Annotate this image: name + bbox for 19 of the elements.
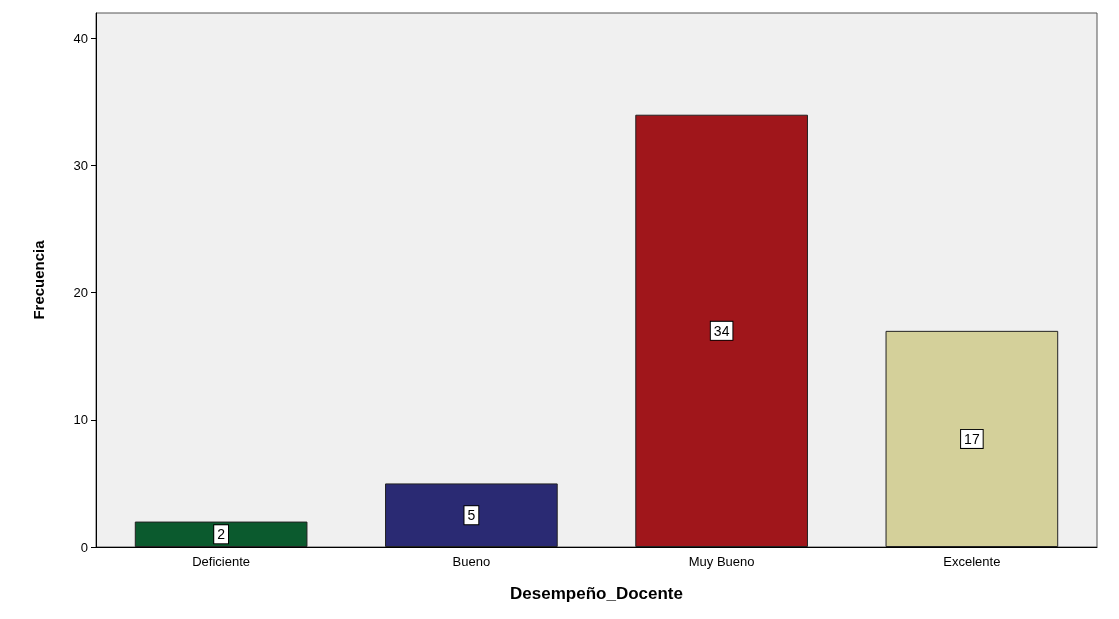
x-tick-label: Excelente [943,554,1001,569]
x-tick-label: Deficiente [192,554,251,569]
y-tick-label: 20 [73,285,88,301]
bar [134,521,308,547]
bar [385,483,558,547]
x-axis-title: Desempeño_Docente [510,584,683,603]
y-tick-label: 0 [80,539,88,555]
x-tick-label: Muy Bueno [688,554,755,569]
y-tick-label: 40 [73,30,88,46]
bar [885,330,1059,547]
y-tick-label: 10 [73,412,88,428]
y-axis-title: Frecuencia [30,239,47,320]
x-tick-label: Bueno [452,554,491,569]
bar [635,114,808,547]
data-label: 5 [467,507,476,524]
data-label: 2 [217,526,226,543]
y-tick-label: 30 [73,158,88,174]
data-label: 17 [964,430,980,447]
data-label: 34 [713,322,730,339]
